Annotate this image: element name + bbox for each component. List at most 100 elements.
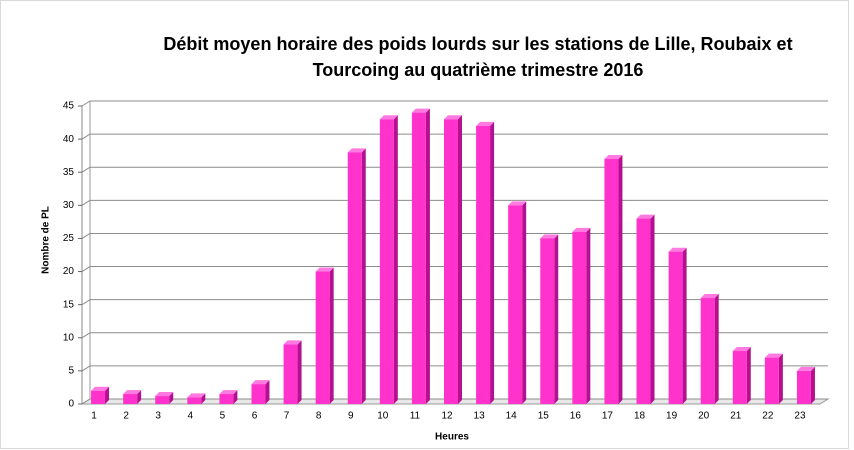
grid-line-side	[81, 100, 91, 107]
x-axis-title: Heures	[435, 432, 469, 443]
y-tick-label: 40	[63, 134, 75, 145]
bar-side	[490, 121, 495, 404]
bar-top	[411, 108, 430, 113]
bar	[508, 205, 523, 404]
bar-side	[458, 115, 462, 404]
bar-side	[554, 234, 559, 404]
bar-side	[746, 347, 751, 404]
y-tick-label: 30	[63, 200, 75, 211]
x-tick-label: 22	[762, 411, 774, 422]
bar	[444, 119, 458, 404]
bar	[476, 125, 491, 404]
grid-line-side	[81, 233, 91, 239]
bar-side	[682, 247, 687, 404]
y-tick-label: 45	[63, 101, 75, 112]
x-tick-label: 23	[794, 411, 806, 422]
x-tick-label: 6	[252, 411, 258, 422]
bar-top	[508, 201, 527, 206]
x-tick-label: 18	[634, 411, 646, 422]
bar-top	[604, 154, 623, 159]
bar-top	[283, 340, 302, 345]
x-tick-label: 3	[155, 411, 161, 422]
chart-title-line-2: Tourcoing au quatrième trimestre 2016	[313, 60, 644, 80]
bar-side	[650, 214, 655, 404]
x-tick-label: 7	[284, 411, 290, 422]
bar	[347, 152, 362, 404]
bar-top	[347, 148, 366, 153]
bar-side	[137, 390, 142, 404]
bar-side	[393, 115, 398, 404]
y-tick-label: 35	[63, 167, 75, 178]
bar	[700, 298, 715, 404]
bar-side	[297, 340, 302, 404]
bar	[540, 238, 555, 404]
bar	[379, 119, 394, 404]
y-tick-label: 10	[63, 332, 75, 343]
x-tick-label: 21	[730, 411, 742, 422]
x-tick-label: 20	[698, 411, 710, 422]
x-tick-label: 12	[441, 411, 453, 422]
bar-top	[123, 390, 142, 395]
bar-top	[764, 353, 783, 358]
bar	[604, 158, 619, 404]
x-tick-label: 15	[538, 411, 550, 422]
bar-top	[796, 366, 815, 371]
grid-line-side	[81, 266, 91, 272]
bar-top	[700, 294, 719, 299]
bar	[636, 218, 651, 404]
bar-top	[444, 115, 462, 120]
x-tick-label: 19	[666, 411, 678, 422]
y-tick-label: 25	[63, 233, 75, 244]
bar-side	[586, 227, 591, 404]
bar-top	[251, 380, 270, 385]
bar	[668, 251, 683, 404]
bar	[764, 357, 779, 404]
grid-line-side	[81, 332, 91, 339]
bar-top	[91, 386, 110, 391]
bar	[796, 370, 811, 404]
y-axis-title: Nombre de PL	[41, 206, 52, 274]
bar-top	[732, 347, 751, 352]
bar-side	[714, 294, 719, 404]
bar-top	[540, 234, 559, 239]
bar-top	[187, 393, 206, 398]
bar-top	[476, 121, 495, 126]
bar-side	[329, 267, 334, 404]
x-tick-label: 9	[348, 411, 354, 422]
bar	[572, 231, 587, 404]
bar-side	[522, 201, 527, 404]
x-tick-label: 17	[602, 411, 614, 422]
bar-top	[379, 115, 398, 120]
bar-top	[636, 214, 655, 219]
bar	[315, 271, 330, 404]
grid-line-side	[81, 299, 91, 306]
bar	[411, 112, 426, 404]
bar-side	[618, 154, 623, 404]
x-tick-label: 5	[220, 411, 226, 422]
bar-top	[315, 267, 334, 272]
x-tick-label: 14	[506, 411, 518, 422]
bar-side	[361, 148, 366, 404]
bar	[187, 397, 202, 404]
bar	[219, 394, 234, 404]
grid-line-side	[81, 166, 91, 173]
x-tick-label: 13	[474, 411, 486, 422]
bar-side	[201, 393, 206, 404]
x-tick-label: 1	[91, 411, 97, 422]
bar-side	[169, 392, 174, 404]
chart-title-line-1: Débit moyen horaire des poids lourds sur…	[163, 34, 792, 54]
bar	[155, 396, 170, 404]
x-tick-label: 2	[123, 411, 129, 422]
bar-top	[219, 390, 238, 395]
y-tick-label: 20	[63, 266, 75, 277]
x-tick-label: 8	[316, 411, 322, 422]
bar	[123, 394, 138, 404]
bar	[251, 384, 266, 404]
x-tick-label: 11	[410, 411, 421, 422]
grid-line-side	[81, 398, 91, 405]
bar-side	[810, 366, 815, 404]
y-tick-label: 0	[68, 399, 74, 410]
bar-side	[233, 390, 238, 404]
x-tick-label: 4	[188, 411, 194, 422]
